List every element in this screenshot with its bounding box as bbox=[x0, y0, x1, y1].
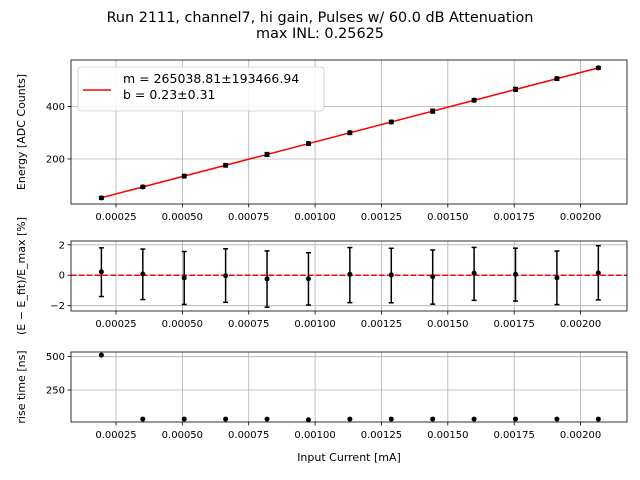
data-point bbox=[305, 417, 311, 423]
x-tick-label: 0.00050 bbox=[162, 319, 203, 330]
x-tick-label: 0.00200 bbox=[560, 212, 601, 223]
x-axis-label: Input Current [mA] bbox=[297, 451, 401, 464]
x-tick-label: 0.00100 bbox=[294, 430, 335, 441]
y-tick-label: 200 bbox=[46, 154, 65, 165]
x-tick-label: 0.00175 bbox=[494, 319, 535, 330]
data-point bbox=[388, 272, 394, 278]
data-point bbox=[388, 416, 394, 422]
y-tick-label: 500 bbox=[46, 352, 65, 363]
data-point bbox=[347, 271, 353, 277]
data-point bbox=[140, 416, 146, 422]
legend-entry: b = 0.23±0.31 bbox=[123, 87, 216, 102]
y-tick-label: 400 bbox=[46, 102, 65, 113]
legend-box bbox=[77, 66, 325, 112]
y-tick-label: 0 bbox=[59, 271, 65, 282]
y-axis-label: rise time [ns] bbox=[15, 350, 28, 423]
data-point bbox=[181, 173, 187, 179]
x-tick-label: 0.00025 bbox=[95, 212, 136, 223]
x-tick-label: 0.00200 bbox=[560, 430, 601, 441]
data-point bbox=[347, 130, 353, 136]
data-point bbox=[98, 269, 104, 275]
x-tick-label: 0.00125 bbox=[361, 430, 402, 441]
x-tick-label: 0.00125 bbox=[361, 212, 402, 223]
axes-frame bbox=[70, 59, 628, 205]
y-tick-label: −2 bbox=[50, 301, 65, 312]
data-point bbox=[388, 119, 394, 125]
axes-frame bbox=[70, 240, 628, 312]
data-point bbox=[98, 195, 104, 201]
data-point bbox=[140, 184, 146, 190]
data-point bbox=[430, 274, 436, 280]
legend-entry: m = 265038.81±193466.94 bbox=[123, 71, 299, 86]
data-point bbox=[305, 141, 311, 147]
data-point bbox=[264, 416, 270, 422]
x-tick-label: 0.00050 bbox=[162, 212, 203, 223]
data-point bbox=[140, 271, 146, 277]
data-point bbox=[181, 275, 187, 281]
data-point bbox=[513, 86, 519, 92]
data-point bbox=[471, 416, 477, 422]
y-tick-label: 2 bbox=[59, 240, 65, 251]
data-point bbox=[513, 416, 519, 422]
x-tick-label: 0.00050 bbox=[162, 430, 203, 441]
axes-frame bbox=[70, 351, 628, 423]
y-axis-label: (E − E_fit)/E_max [%] bbox=[15, 217, 28, 335]
figure-title-line2: max INL: 0.25625 bbox=[256, 26, 384, 42]
figure-title-line1: Run 2111, channel7, hi gain, Pulses w/ 6… bbox=[107, 10, 534, 26]
data-point bbox=[430, 416, 436, 422]
x-tick-label: 0.00075 bbox=[228, 430, 269, 441]
data-point bbox=[181, 416, 187, 422]
data-point bbox=[305, 276, 311, 282]
data-point bbox=[595, 416, 601, 422]
x-tick-label: 0.00025 bbox=[95, 430, 136, 441]
data-point bbox=[471, 270, 477, 276]
x-tick-label: 0.00150 bbox=[427, 212, 468, 223]
x-tick-label: 0.00100 bbox=[294, 319, 335, 330]
x-tick-label: 0.00075 bbox=[228, 212, 269, 223]
energy-panel: 0.00025 0.00050 0.00075 0.00100 0.00125 0.001… bbox=[15, 59, 628, 223]
residual-panel: 0.00025 0.00050 0.00075 0.00100 0.00125 0.001… bbox=[15, 217, 628, 335]
x-tick-label: 0.00075 bbox=[228, 319, 269, 330]
x-tick-label: 0.00150 bbox=[427, 319, 468, 330]
data-point bbox=[595, 270, 601, 276]
x-tick-label: 0.00025 bbox=[95, 319, 136, 330]
data-point bbox=[554, 416, 560, 422]
x-tick-label: 0.00100 bbox=[294, 212, 335, 223]
data-point bbox=[430, 108, 436, 114]
data-point bbox=[264, 151, 270, 157]
y-tick-label: 250 bbox=[46, 386, 65, 397]
legend: m = 265038.81±193466.94b = 0.23±0.31 bbox=[77, 66, 325, 112]
data-point bbox=[223, 162, 229, 168]
x-tick-label: 0.00150 bbox=[427, 430, 468, 441]
x-tick-label: 0.00125 bbox=[361, 319, 402, 330]
data-point bbox=[595, 65, 601, 71]
data-point bbox=[223, 273, 229, 279]
data-point bbox=[471, 97, 477, 103]
rise-time-panel: 0.00025 0.00050 0.00075 0.00100 0.00125 0.001… bbox=[15, 350, 628, 464]
panels: 0.00025 0.00050 0.00075 0.00100 0.00125 0.001… bbox=[15, 59, 628, 464]
x-tick-label: 0.00175 bbox=[494, 430, 535, 441]
data-point bbox=[347, 416, 353, 422]
data-point bbox=[264, 276, 270, 282]
x-tick-label: 0.00175 bbox=[494, 212, 535, 223]
data-point bbox=[554, 76, 560, 82]
data-point bbox=[554, 275, 560, 281]
data-point bbox=[223, 416, 229, 422]
data-point bbox=[513, 271, 519, 277]
data-point bbox=[98, 352, 104, 358]
x-tick-label: 0.00200 bbox=[560, 319, 601, 330]
y-axis-label: Energy [ADC Counts] bbox=[15, 74, 28, 190]
